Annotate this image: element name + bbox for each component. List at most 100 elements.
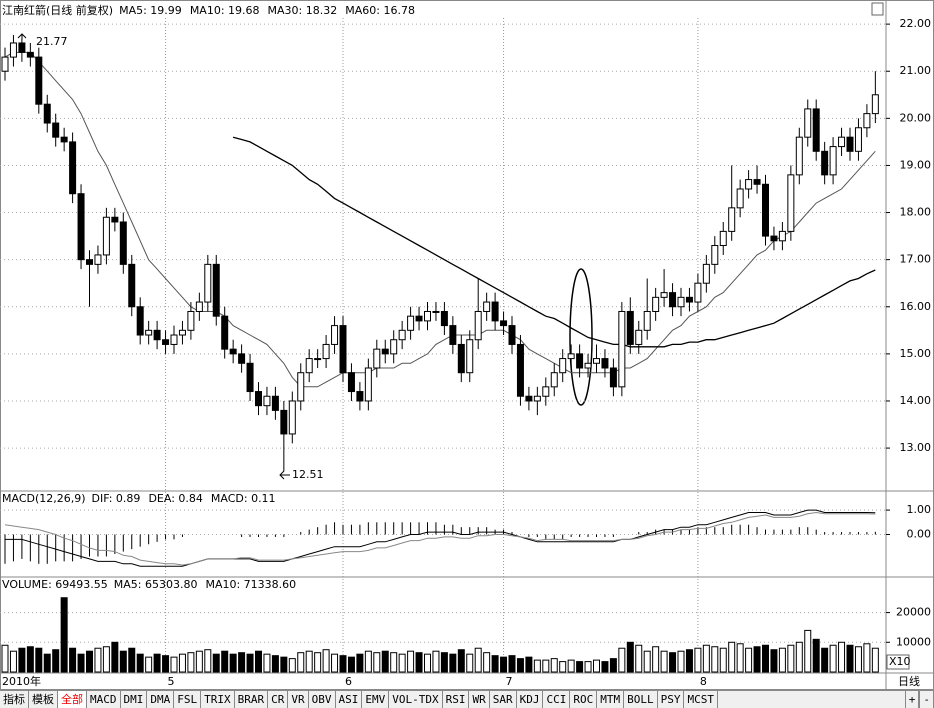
panel-title: 江南红箭(日线 前复权) — [2, 3, 113, 17]
indicator-tab[interactable]: ASI — [336, 691, 363, 708]
indicator-tab[interactable]: MCST — [684, 691, 718, 708]
indicator-tab[interactable]: SAR — [490, 691, 517, 708]
indicator-tab[interactable]: 模板 — [29, 691, 58, 708]
candle-body — [347, 372, 355, 393]
volume-bar — [778, 647, 786, 673]
indicator-tab[interactable]: WR — [469, 691, 490, 708]
y-tick-label: 18.00 — [900, 206, 932, 219]
candle-body — [466, 339, 474, 374]
indicator-tab[interactable]: MTM — [597, 691, 625, 708]
volume-bar — [635, 644, 643, 673]
indicator-tab[interactable]: MACD — [87, 691, 121, 708]
volume-bar — [424, 653, 431, 673]
y-tick-label: 15.00 — [900, 347, 932, 360]
annotation: 12.51 — [292, 468, 324, 481]
volume-bar — [711, 646, 719, 673]
candle-body — [829, 146, 837, 176]
candle-body — [221, 315, 229, 350]
candle-body — [77, 193, 85, 261]
x-tick-label: 5 — [168, 675, 175, 688]
indicator-tab[interactable]: CCI — [543, 691, 571, 708]
candle-body — [60, 136, 68, 143]
candle-body — [153, 329, 161, 341]
candle-body — [567, 353, 575, 360]
volume-bar — [728, 641, 736, 673]
candle-body — [787, 174, 795, 232]
volume-bar — [356, 653, 364, 673]
indicator-tab[interactable]: VR — [288, 691, 309, 708]
indicator-tab[interactable]: KDJ — [517, 691, 544, 708]
volume-bar — [804, 629, 812, 673]
volume-bar — [567, 659, 575, 673]
candle-body — [736, 188, 744, 209]
volume-bar — [145, 656, 153, 673]
volume-bar — [322, 649, 330, 673]
candle-body — [694, 282, 702, 303]
y-tick-label: 1.00 — [907, 503, 932, 516]
indicator-tab[interactable]: FSL — [174, 691, 202, 708]
window-icon[interactable] — [871, 2, 884, 16]
candle-body — [626, 310, 634, 345]
indicator-tab[interactable]: TRIX — [201, 691, 235, 708]
volume-bar — [762, 644, 769, 673]
indicator-tab[interactable]: VOL-TDX — [389, 691, 443, 708]
indicator-tab[interactable]: RSI — [443, 691, 470, 708]
indicator-label: DIF: 0.89 — [92, 492, 141, 505]
candle-body — [457, 343, 465, 374]
candle-body — [702, 263, 710, 284]
candle-body — [660, 292, 668, 298]
candle-body — [652, 296, 660, 312]
volume-bar — [373, 652, 381, 673]
indicator-label: DEA: 0.84 — [148, 492, 202, 505]
indicator-tab[interactable]: 全部 — [58, 691, 87, 708]
volume-bar — [314, 652, 322, 673]
volume-bar — [669, 652, 677, 673]
panel-title: MACD(12,26,9) — [2, 492, 86, 505]
volume-bar — [702, 644, 710, 673]
volume-bar — [576, 661, 584, 673]
candle-body — [280, 409, 288, 435]
zoom-button[interactable]: + — [904, 691, 920, 708]
indicator-tab[interactable]: DMA — [147, 691, 175, 708]
candle-body — [238, 353, 246, 364]
candle-body — [500, 320, 508, 327]
volume-bar — [364, 650, 372, 673]
candle-body — [871, 94, 879, 115]
candle-body — [128, 263, 136, 308]
y-tick-label: 22.00 — [900, 17, 932, 30]
volume-bar — [643, 650, 651, 673]
volume-bar — [86, 650, 93, 673]
candle-body — [246, 362, 254, 393]
indicator-tab[interactable]: BRAR — [235, 691, 269, 708]
unit-label: X10 — [889, 655, 911, 668]
volume-bar — [745, 647, 753, 673]
panel-title: VOLUME: 69493.55 — [2, 578, 108, 591]
volume-bar — [390, 652, 398, 673]
y-tick-label: 16.00 — [900, 300, 932, 313]
indicator-tab[interactable]: EMV — [362, 691, 390, 708]
volume-bar — [829, 644, 837, 673]
volume-bar — [753, 646, 761, 673]
zoom-button[interactable]: - — [919, 691, 934, 708]
candle-body — [52, 122, 60, 138]
y-tick-label: 21.00 — [900, 64, 932, 77]
indicator-tab[interactable]: DMI — [121, 691, 148, 708]
indicator-tab[interactable]: CR — [268, 691, 289, 708]
indicator-tab[interactable]: PSY — [658, 691, 685, 708]
indicator-tab[interactable]: 指标 — [0, 691, 29, 708]
candle-body — [550, 372, 558, 388]
candle-body — [719, 230, 727, 247]
candle-body — [424, 310, 431, 322]
volume-bar — [136, 653, 144, 673]
volume-bar — [660, 650, 668, 673]
candle-body — [18, 42, 26, 53]
volume-bar — [9, 650, 17, 673]
candle-body — [94, 254, 102, 265]
indicator-tab[interactable]: ROC — [570, 691, 598, 708]
indicator-label: MA30: 18.32 — [268, 4, 338, 17]
candle-body — [838, 136, 846, 148]
indicator-tab[interactable]: BOLL — [624, 691, 658, 708]
indicator-tab[interactable]: OBV — [309, 691, 336, 708]
volume-bar — [162, 655, 170, 673]
candle-body — [474, 310, 482, 341]
